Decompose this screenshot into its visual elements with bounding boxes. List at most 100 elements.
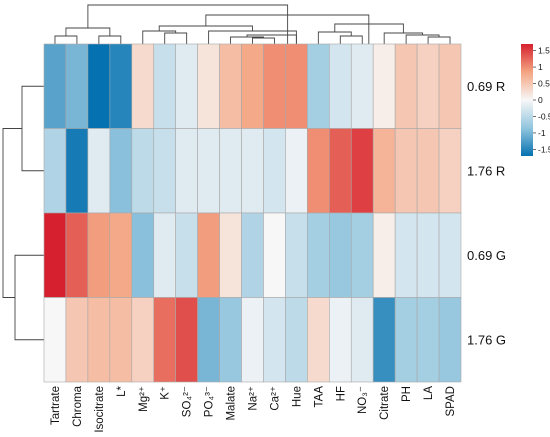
heatmap-cell (394, 128, 418, 214)
column-label: Citrate (379, 386, 391, 420)
heatmap-cell (197, 212, 220, 298)
column-label: Chroma (72, 385, 84, 427)
column-label: Isocitrate (94, 386, 106, 433)
heatmap-cell (372, 212, 396, 298)
heatmap-cell (394, 212, 418, 298)
column-dendrogram (54, 4, 451, 44)
heatmap-cell (329, 128, 352, 214)
heatmap-cell (438, 43, 462, 129)
legend-ticks: 1.5 1 0.5 0 -0.5 -1 -1.5 (533, 46, 550, 154)
heatmap-cell (197, 297, 220, 383)
legend-tick-label: 1.5 (538, 46, 550, 56)
heatmap-cell (175, 43, 198, 129)
heatmap-cell (65, 128, 89, 214)
heatmap-cell (65, 297, 89, 383)
heatmap-cell (197, 43, 220, 129)
heatmap-cell (285, 297, 308, 383)
heatmap-cell (131, 297, 155, 383)
dendrogram-branch (164, 32, 188, 44)
heatmap-cell (175, 297, 198, 383)
heatmap-cell (109, 43, 133, 129)
column-label: PH (401, 386, 413, 402)
legend-tick-label: -1 (538, 128, 546, 138)
column-label: L* (116, 385, 128, 396)
heatmap-cell (394, 43, 418, 129)
column-label: K⁺ (160, 386, 172, 400)
heatmap-cell (87, 297, 111, 383)
dendrogram-branch (54, 35, 78, 44)
heatmap-cell (219, 212, 242, 298)
dendrogram-branch (427, 36, 451, 44)
column-label: HF (335, 386, 347, 401)
heatmap-cell (131, 43, 155, 129)
heatmap-cell (65, 43, 89, 129)
heatmap-cell (329, 43, 352, 129)
heatmap-cell (175, 212, 198, 298)
heatmap-cell (109, 212, 133, 298)
heatmap-cell (438, 212, 462, 298)
heatmap-cell (153, 297, 176, 383)
heatmap-cell (131, 128, 155, 214)
dendrogram-branch (252, 37, 275, 44)
row-label: 0.69 R (467, 79, 505, 94)
heatmap-cell (263, 128, 286, 214)
column-label: TAA (313, 386, 325, 408)
heatmap-cell (285, 43, 308, 129)
heatmap-cell (372, 128, 396, 214)
heatmap-cell (285, 128, 308, 214)
heatmap-cell (43, 212, 67, 298)
heatmap-cell (153, 212, 176, 298)
legend-colorbar (521, 44, 533, 156)
heatmap-cell (241, 297, 264, 383)
heatmap-cell (131, 212, 155, 298)
dendrogram-branch (2, 128, 22, 298)
column-label: SO₄²⁻ (182, 386, 194, 417)
heatmap-cell (416, 128, 440, 214)
heatmap-cell (87, 43, 111, 129)
heatmap-cell (350, 212, 374, 298)
heatmap-cell (438, 128, 462, 214)
heatmap-cell (87, 128, 111, 214)
dendrogram-branch (405, 34, 440, 44)
dendrogram-branch (87, 4, 289, 44)
dendrogram-branch (246, 34, 297, 44)
column-label: NO₃⁻ (357, 386, 369, 414)
row-dendrogram (2, 85, 44, 341)
dendrogram-branch (65, 27, 111, 36)
heatmap-cell (241, 212, 264, 298)
heatmap-cell (153, 43, 176, 129)
column-label: Malate (226, 386, 238, 421)
heatmap-cell (307, 212, 330, 298)
heatmap-cell (65, 212, 89, 298)
heatmap-cell (219, 297, 242, 383)
column-label: LA (423, 386, 435, 400)
heatmap-cell (350, 297, 374, 383)
heatmap-cell (197, 128, 220, 214)
row-label: 1.76 G (467, 332, 506, 347)
heatmap-cell (416, 297, 440, 383)
heatmap-cell (329, 212, 352, 298)
heatmap-grid (43, 43, 462, 383)
heatmap-cell (394, 297, 418, 383)
heatmap-cell (416, 212, 440, 298)
heatmap-cell (263, 212, 286, 298)
heatmap-cell (219, 128, 242, 214)
row-label: 1.76 R (467, 163, 505, 178)
heatmap-cell (241, 128, 264, 214)
column-label: PO₄³⁻ (204, 386, 216, 417)
column-label: Tartrate (50, 386, 62, 425)
heatmap-cell (416, 43, 440, 129)
heatmap-cell (109, 128, 133, 214)
heatmap-cell (372, 297, 396, 383)
row-label: 0.69 G (467, 248, 506, 263)
heatmap-cell (350, 128, 374, 214)
row-labels: 0.69 R 1.76 R 0.69 G 1.76 G (467, 79, 506, 348)
column-label: Hue (291, 386, 303, 407)
legend-tick-label: 0.5 (538, 79, 550, 89)
heatmap-cell (109, 297, 133, 383)
heatmap-cell (175, 128, 198, 214)
legend-tick-label: -1.5 (538, 144, 550, 154)
legend-tick-label: 1 (538, 62, 543, 72)
column-label: SPAD (445, 386, 457, 416)
